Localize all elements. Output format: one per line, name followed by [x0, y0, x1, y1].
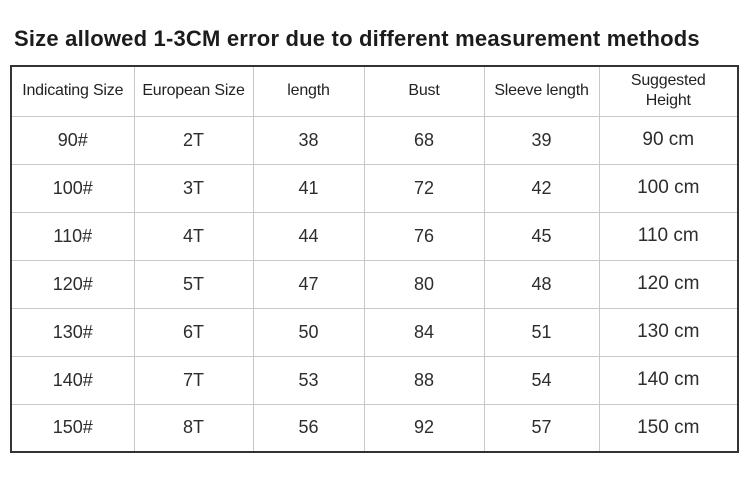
table-row: 110# 4T 44 76 45 110 cm [10, 211, 739, 261]
table-cell: 56 [252, 403, 365, 453]
table-cell: 38 [252, 115, 365, 165]
column-header: Bust [363, 65, 485, 117]
table-cell: 100 cm [598, 163, 739, 213]
table-cell: 39 [483, 115, 600, 165]
column-header: Sleeve length [483, 65, 600, 117]
table-row: 140# 7T 53 88 54 140 cm [10, 355, 739, 405]
table-row: 100# 3T 41 72 42 100 cm [10, 163, 739, 213]
table-cell: 92 [363, 403, 485, 453]
column-header: length [252, 65, 365, 117]
table-cell: 120 cm [598, 259, 739, 309]
table-cell: 6T [133, 307, 254, 357]
table-cell: 130 cm [598, 307, 739, 357]
table-cell: 8T [133, 403, 254, 453]
table-cell: 3T [133, 163, 254, 213]
header-row: Indicating Size European Size length Bust Sl… [10, 65, 739, 117]
table-cell: 50 [252, 307, 365, 357]
table-cell: 57 [483, 403, 600, 453]
table-cell: 54 [483, 355, 600, 405]
table-cell: 44 [252, 211, 365, 261]
table-cell: 150# [10, 403, 135, 453]
size-table: Indicating Size European Size length Bust Sl… [10, 65, 739, 453]
page-title: Size allowed 1-3CM error due to differen… [14, 26, 700, 51]
table-cell: 48 [483, 259, 600, 309]
table-cell: 45 [483, 211, 600, 261]
table-cell: 150 cm [598, 403, 739, 453]
table-cell: 4T [133, 211, 254, 261]
table-cell: 41 [252, 163, 365, 213]
table-cell: 47 [252, 259, 365, 309]
table-cell: 72 [363, 163, 485, 213]
table-row: 130# 6T 50 84 51 130 cm [10, 307, 739, 357]
column-header: Suggested Height [598, 65, 739, 117]
table-row: 90# 2T 38 68 39 90 cm [10, 115, 739, 165]
table-cell: 90 cm [598, 115, 739, 165]
table-cell: 76 [363, 211, 485, 261]
table-cell: 80 [363, 259, 485, 309]
table-cell: 140# [10, 355, 135, 405]
table-cell: 53 [252, 355, 365, 405]
table-cell: 120# [10, 259, 135, 309]
table-cell: 7T [133, 355, 254, 405]
table-cell: 100# [10, 163, 135, 213]
column-header: Indicating Size [10, 65, 135, 117]
table-cell: 51 [483, 307, 600, 357]
table-cell: 140 cm [598, 355, 739, 405]
table-cell: 68 [363, 115, 485, 165]
table-cell: 2T [133, 115, 254, 165]
table-cell: 110# [10, 211, 135, 261]
table-cell: 110 cm [598, 211, 739, 261]
table-row: 120# 5T 47 80 48 120 cm [10, 259, 739, 309]
column-header: European Size [133, 65, 254, 117]
table-row: 150# 8T 56 92 57 150 cm [10, 403, 739, 453]
table-cell: 130# [10, 307, 135, 357]
table-cell: 90# [10, 115, 135, 165]
table-cell: 5T [133, 259, 254, 309]
table-cell: 42 [483, 163, 600, 213]
table-cell: 84 [363, 307, 485, 357]
table-cell: 88 [363, 355, 485, 405]
